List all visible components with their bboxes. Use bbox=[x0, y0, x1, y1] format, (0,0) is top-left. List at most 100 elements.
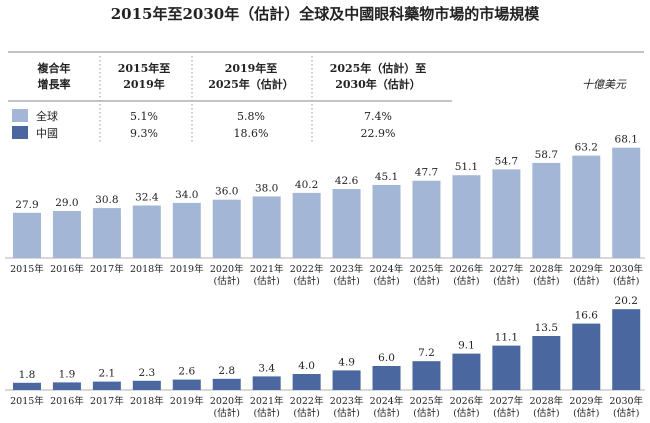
global-bar bbox=[452, 175, 481, 258]
global-value-label: 54.7 bbox=[495, 155, 518, 167]
china-value-label: 20.2 bbox=[615, 295, 638, 307]
cagr-china-period-1: 9.3% bbox=[130, 127, 158, 140]
china-tick-label: (估計) bbox=[613, 407, 639, 419]
china-value-label: 2.6 bbox=[178, 366, 195, 378]
global-bar bbox=[252, 196, 281, 258]
china-tick-label: (估計) bbox=[413, 407, 439, 419]
global-value-label: 34.0 bbox=[175, 189, 198, 201]
global-tick-label: (估計) bbox=[573, 275, 599, 287]
table-header-line1: 複合年 bbox=[37, 61, 71, 75]
china-tick-label: 2019年 bbox=[170, 395, 204, 407]
global-tick-label: 2021年 bbox=[250, 263, 284, 275]
china-tick-label: (估計) bbox=[333, 407, 359, 419]
global-tick-label: 2028年 bbox=[529, 263, 563, 275]
global-tick-label: (估計) bbox=[293, 275, 319, 287]
china-tick-label: 2017年 bbox=[90, 395, 124, 407]
china-bar bbox=[612, 309, 641, 390]
china-bar-series: 1.8 2015年 1.9 2016年 2.1 2017年 2.3 2018年 2.6 2019年… bbox=[5, 295, 645, 419]
chart-title: 2015年至2030年（估計）全球及中國眼科藥物市場的市場規模 bbox=[111, 5, 540, 23]
global-bar bbox=[612, 147, 641, 258]
global-value-label: 45.1 bbox=[375, 171, 398, 183]
global-tick-label: 2016年 bbox=[50, 263, 84, 275]
global-bar bbox=[572, 155, 601, 258]
period-3-line2: 2030年（估計） bbox=[335, 77, 421, 91]
china-bar bbox=[452, 353, 481, 390]
legend-swatch-global bbox=[12, 109, 28, 122]
china-bar bbox=[572, 323, 601, 390]
china-value-label: 16.6 bbox=[575, 310, 599, 322]
global-value-label: 27.9 bbox=[15, 199, 38, 211]
china-bar bbox=[172, 379, 201, 390]
china-tick-label: 2016年 bbox=[50, 395, 84, 407]
china-tick-label: (估計) bbox=[493, 407, 519, 419]
period-3-line1: 2025年（估計）至 bbox=[330, 61, 427, 75]
china-value-label: 11.1 bbox=[495, 332, 518, 344]
china-tick-label: 2022年 bbox=[290, 395, 324, 407]
china-bar bbox=[332, 370, 361, 390]
china-value-label: 2.3 bbox=[138, 367, 155, 379]
global-tick-label: 2017年 bbox=[90, 263, 124, 275]
global-bar bbox=[212, 199, 241, 258]
global-value-label: 32.4 bbox=[135, 192, 159, 204]
global-tick-label: 2025年 bbox=[410, 263, 444, 275]
china-tick-label: (估計) bbox=[373, 407, 399, 419]
china-bar bbox=[492, 345, 521, 390]
global-tick-label: 2022年 bbox=[290, 263, 324, 275]
china-tick-label: (估計) bbox=[573, 407, 599, 419]
china-value-label: 4.9 bbox=[338, 356, 355, 368]
china-value-label: 4.0 bbox=[298, 360, 315, 372]
period-1-line2: 2019年 bbox=[123, 77, 165, 91]
global-bar bbox=[92, 208, 121, 258]
global-bar bbox=[332, 188, 361, 258]
china-tick-label: 2018年 bbox=[130, 395, 164, 407]
china-tick-label: 2026年 bbox=[450, 395, 484, 407]
global-tick-label: 2027年 bbox=[490, 263, 524, 275]
global-value-label: 51.1 bbox=[455, 161, 478, 173]
global-bar bbox=[132, 205, 161, 258]
global-value-label: 30.8 bbox=[95, 194, 118, 206]
global-tick-label: (估計) bbox=[214, 275, 240, 287]
china-bar bbox=[412, 361, 441, 390]
china-value-label: 1.9 bbox=[59, 368, 76, 380]
global-value-label: 29.0 bbox=[55, 197, 78, 209]
china-value-label: 2.8 bbox=[218, 365, 235, 377]
global-tick-label: (估計) bbox=[493, 275, 519, 287]
china-bar bbox=[292, 374, 321, 390]
china-value-label: 7.2 bbox=[418, 347, 435, 359]
china-value-label: 1.8 bbox=[19, 369, 36, 381]
global-value-label: 42.6 bbox=[335, 175, 359, 187]
period-2-line2: 2025年（估計） bbox=[208, 77, 294, 91]
global-tick-label: 2018年 bbox=[130, 263, 164, 275]
global-tick-label: 2023年 bbox=[330, 263, 364, 275]
global-tick-label: 2019年 bbox=[170, 263, 204, 275]
china-value-label: 9.1 bbox=[458, 340, 475, 352]
china-bar bbox=[12, 382, 41, 390]
global-bar bbox=[412, 180, 441, 258]
global-value-label: 63.2 bbox=[575, 142, 598, 154]
global-tick-label: 2030年 bbox=[609, 263, 643, 275]
global-tick-label: (估計) bbox=[613, 275, 639, 287]
legend-label-global: 全球 bbox=[36, 109, 58, 123]
china-bar bbox=[92, 381, 121, 390]
china-bar bbox=[532, 336, 561, 390]
china-bar bbox=[212, 378, 241, 390]
global-tick-label: 2020年 bbox=[210, 263, 244, 275]
china-tick-label: (估計) bbox=[253, 407, 279, 419]
global-tick-label: (估計) bbox=[453, 275, 479, 287]
global-value-label: 47.7 bbox=[415, 167, 438, 179]
global-tick-label: (估計) bbox=[253, 275, 279, 287]
china-value-label: 3.4 bbox=[258, 362, 275, 374]
global-bar bbox=[292, 192, 321, 258]
cagr-global-period-2: 5.8% bbox=[237, 110, 265, 123]
global-tick-label: 2024年 bbox=[370, 263, 404, 275]
china-tick-label: 2027年 bbox=[490, 395, 524, 407]
global-value-label: 40.2 bbox=[295, 179, 318, 191]
global-tick-label: (估計) bbox=[333, 275, 359, 287]
legend-label-china: 中國 bbox=[36, 127, 58, 140]
unit-label: 十億美元 bbox=[582, 78, 627, 91]
global-tick-label: 2029年 bbox=[569, 263, 603, 275]
china-bar bbox=[252, 376, 281, 390]
global-tick-label: (估計) bbox=[533, 275, 559, 287]
global-bar bbox=[172, 202, 201, 258]
china-tick-label: 2023年 bbox=[330, 395, 364, 407]
